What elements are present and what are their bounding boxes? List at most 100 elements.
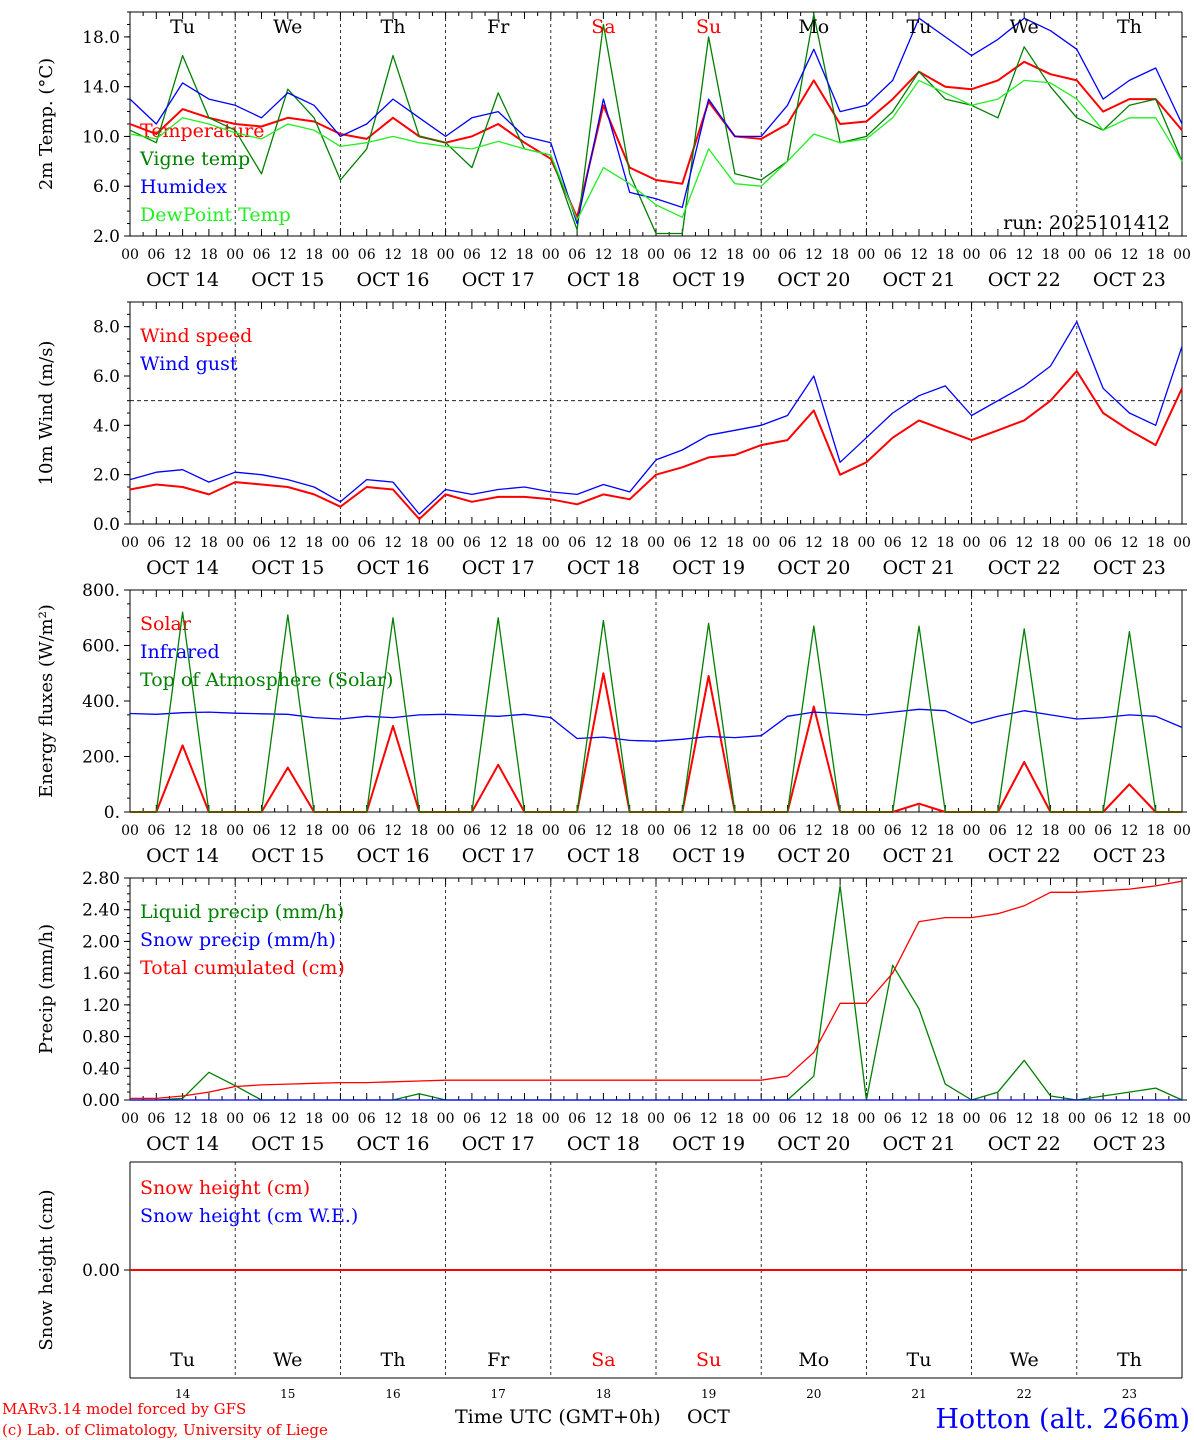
hour-label: 18 [936,535,954,551]
y-tick-label: 800. [82,581,120,601]
legend-entry: Top of Atmosphere (Solar) [140,669,393,691]
time-axis-label: Time UTC (GMT+0h) [455,1406,661,1428]
hour-label: 18 [936,247,954,263]
day-name: Th [381,1349,406,1371]
hour-label: 06 [989,823,1007,839]
date-label: OCT 16 [356,557,429,579]
hour-label: 12 [174,1111,192,1127]
hour-label: 12 [489,247,507,263]
y-tick-label: 1.20 [82,996,120,1016]
day-name: Tu [907,1349,932,1371]
hour-label: 06 [463,1111,481,1127]
day-number: 19 [701,1387,716,1401]
hour-label: 00 [1068,247,1086,263]
hour-label: 00 [121,535,139,551]
hour-label: 06 [673,535,691,551]
hour-label: 18 [410,247,428,263]
date-label: OCT 19 [672,269,745,291]
y-tick-label: 0.80 [82,1028,120,1048]
hour-label: 18 [200,1111,218,1127]
model-credit: MARv3.14 model forced by GFS [2,1400,246,1418]
hour-label: 12 [1015,247,1033,263]
date-label: OCT 21 [882,845,955,867]
run-label: run: 2025101412 [1003,212,1170,234]
hour-label: 00 [437,247,455,263]
date-label: OCT 20 [777,1133,850,1155]
hour-label: 12 [594,247,612,263]
hour-label: 00 [647,823,665,839]
y-tick-label: 6.0 [93,367,120,387]
date-label: OCT 21 [882,557,955,579]
hour-label: 12 [384,1111,402,1127]
hour-label: 18 [831,535,849,551]
hour-label: 18 [305,823,323,839]
date-label: OCT 18 [567,845,640,867]
hour-label: 18 [726,247,744,263]
y-tick-label: 2.0 [93,466,120,486]
day-name: Mo [798,1349,829,1371]
hour-label: 06 [884,823,902,839]
hour-label: 06 [1094,535,1112,551]
hour-label: 00 [963,823,981,839]
date-label: OCT 23 [1093,269,1166,291]
hour-label: 12 [279,1111,297,1127]
hour-label: 00 [963,535,981,551]
hour-label: 00 [1068,1111,1086,1127]
day-name: Tu [170,16,195,38]
hour-label: 00 [437,535,455,551]
y-tick-label: 600. [82,637,120,657]
hour-label: 06 [884,247,902,263]
hour-label: 00 [1173,823,1191,839]
legend-entry: Humidex [140,176,227,198]
hour-label: 12 [174,823,192,839]
hour-label: 00 [647,535,665,551]
hour-label: 12 [279,535,297,551]
hour-label: 18 [200,535,218,551]
hour-label: 18 [410,1111,428,1127]
hour-label: 06 [568,1111,586,1127]
date-label: OCT 23 [1093,1133,1166,1155]
hour-label: 06 [253,1111,271,1127]
hour-label: 06 [989,1111,1007,1127]
hour-label: 06 [253,535,271,551]
y-axis-label: 10m Wind (m/s) [36,341,57,486]
hour-label: 00 [437,823,455,839]
hour-label: 00 [542,535,560,551]
hour-label: 06 [358,823,376,839]
date-label: OCT 21 [882,269,955,291]
series-line-dewpoint-temp [129,79,1183,221]
hour-label: 00 [647,247,665,263]
hour-label: 00 [542,823,560,839]
hour-label: 06 [568,247,586,263]
hour-label: 12 [594,1111,612,1127]
y-tick-label: 18.0 [82,28,120,48]
hour-label: 18 [621,247,639,263]
hour-label: 06 [673,247,691,263]
hour-label: 06 [989,535,1007,551]
hour-label: 18 [726,1111,744,1127]
date-label: OCT 21 [882,1133,955,1155]
hour-label: 06 [1094,247,1112,263]
hour-label: 12 [700,823,718,839]
hour-label: 00 [1173,247,1191,263]
hour-label: 18 [621,823,639,839]
hour-label: 00 [647,1111,665,1127]
hour-label: 18 [1042,823,1060,839]
y-axis-label: Precip (mm/h) [36,924,57,1054]
hour-label: 12 [1015,1111,1033,1127]
date-label: OCT 22 [988,845,1061,867]
date-label: OCT 14 [146,557,219,579]
hour-label: 12 [1015,535,1033,551]
hour-label: 12 [489,823,507,839]
date-label: OCT 20 [777,845,850,867]
day-name: Tu [170,1349,195,1371]
date-label: OCT 16 [356,269,429,291]
hour-label: 18 [726,535,744,551]
hour-label: 12 [279,823,297,839]
day-name: We [273,1349,302,1371]
hour-label: 18 [200,823,218,839]
day-number: 14 [175,1387,191,1401]
day-name: Sa [591,16,615,38]
hour-label: 00 [752,1111,770,1127]
